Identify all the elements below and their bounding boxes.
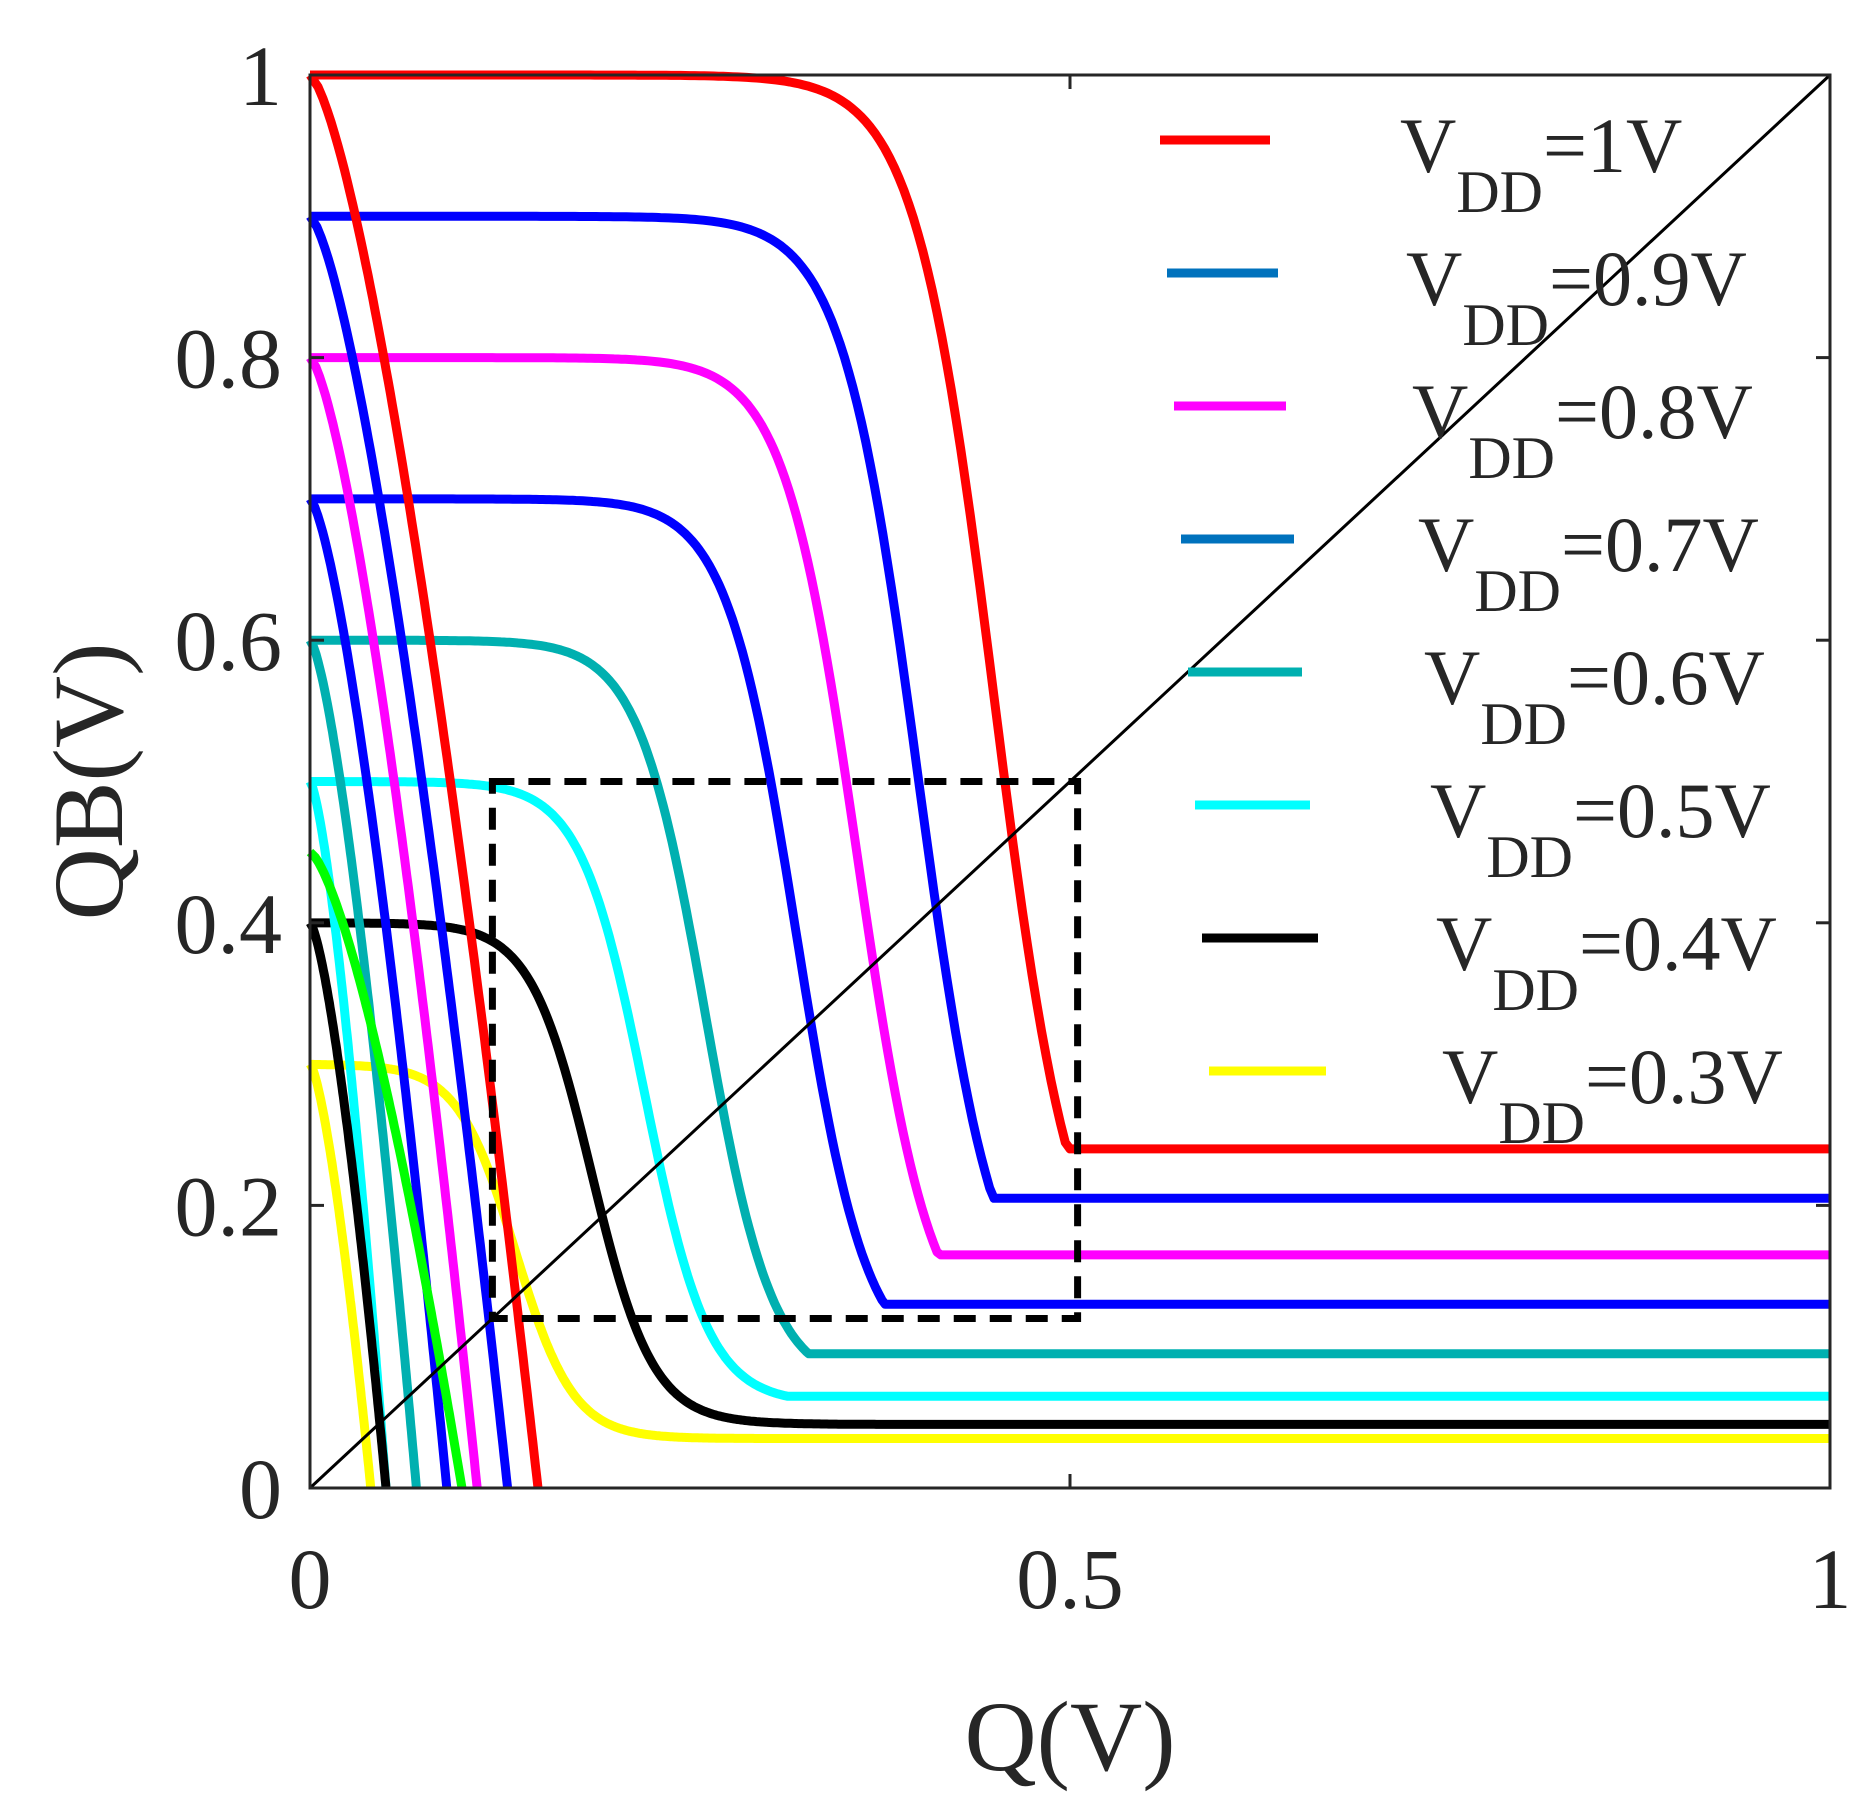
plot-area [305,70,1832,1490]
y-tick-label: 0.2 [175,1158,283,1254]
noise-margin-dashed-box [488,778,1082,1322]
legend-label: VDD=0.5V [1430,767,1771,890]
curve-mirror-1 [306,72,543,1489]
curve-mirror-2 [306,213,513,1489]
x-tick-label: 1 [1809,1531,1852,1627]
legend: VDD=1VVDD=0.9VVDD=0.8VVDD=0.7VVDD=0.6VVD… [1160,102,1783,1156]
legend-label: VDD=0.9V [1406,235,1747,358]
y-tick-label: 1 [239,28,282,124]
legend-label: VDD=0.3V [1442,1033,1783,1156]
legend-label: VDD=0.4V [1436,900,1777,1023]
y-tick-label: 0.4 [175,876,283,972]
y-axis-label: QB(V) [33,643,144,921]
legend-label: VDD=0.7V [1418,501,1759,624]
x-tick-label: 0 [289,1531,332,1627]
curve-vtc-5 [308,635,1830,1359]
x-tick-label: 0.5 [1016,1531,1124,1627]
curve-mirror-5 [306,638,421,1489]
curve-mirror-extra-1 [306,848,467,1489]
legend-label: VDD=1V [1400,102,1682,225]
x-axis-label: Q(V) [964,1681,1175,1792]
curve-vtc-4 [308,494,1830,1309]
legend-label: VDD=0.8V [1412,368,1753,491]
y-tick-label: 0.8 [175,311,283,407]
curve-mirror-7 [306,920,391,1489]
curve-vtc-3 [309,353,1830,1260]
curve-vtc-2 [309,211,1830,1203]
axes: 0 0.5 1 0 0.2 0.4 0.6 0.8 1 [175,28,1852,1627]
curve-mirror-3 [306,355,482,1489]
legend-label: VDD=0.6V [1424,634,1765,757]
curve-vtc-6 [307,777,1830,1401]
y-tick-label: 0 [239,1441,282,1537]
curve-mirror-8 [306,1061,376,1489]
curve-vtc-8 [306,1059,1830,1443]
y-tick-label: 0.6 [175,593,283,689]
